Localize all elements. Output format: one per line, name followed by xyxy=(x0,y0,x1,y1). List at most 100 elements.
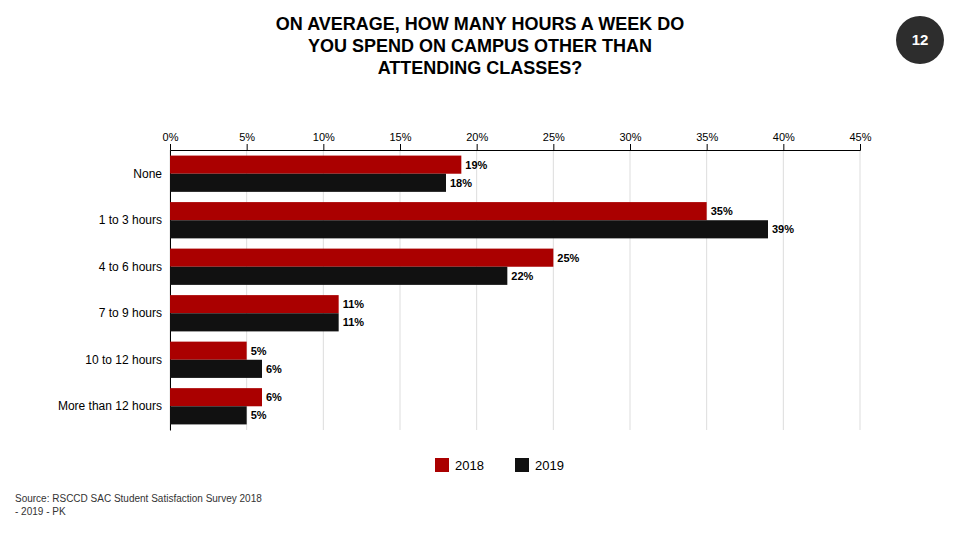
data-label: 39% xyxy=(772,223,794,235)
source-line: - 2019 - PK xyxy=(15,506,66,517)
x-tick: 20% xyxy=(466,131,488,150)
x-tick-label: 45% xyxy=(849,131,871,143)
bar xyxy=(170,267,507,285)
grid-line xyxy=(246,150,247,430)
x-tick-label: 25% xyxy=(543,131,565,143)
x-tick-mark xyxy=(630,144,631,150)
data-labels: 19% 35% 25% 11% 5% 6% 18% 39% 22% 11% 6% 5% xyxy=(251,159,795,422)
y-tick: More than 12 hours xyxy=(58,399,162,413)
x-tick: 25% xyxy=(543,131,565,150)
source-line: Source: RSCCD SAC Student Satisfaction S… xyxy=(15,493,262,504)
x-tick-mark xyxy=(707,144,708,150)
plot: 0% 5% 10% 15% 20% 25% 30% 35% 40% 45% None 1 to 3 h… xyxy=(58,131,872,431)
x-tick-label: 20% xyxy=(466,131,488,143)
legend-swatch xyxy=(435,458,449,472)
x-tick: 45% xyxy=(849,131,871,150)
chart: ON AVERAGE, HOW MANY HOURS A WEEK DOYOU … xyxy=(0,0,960,540)
x-tick: 35% xyxy=(696,131,718,150)
bar xyxy=(170,220,768,238)
legend-label: 2018 xyxy=(455,458,484,473)
bar xyxy=(170,174,446,192)
grid-line xyxy=(323,150,324,430)
legend-swatch xyxy=(515,458,529,472)
x-tick: 10% xyxy=(313,131,335,150)
y-tick: 1 to 3 hours xyxy=(99,213,162,227)
title-line: ON AVERAGE, HOW MANY HOURS A WEEK DO xyxy=(276,14,684,34)
y-tick-label: More than 12 hours xyxy=(58,399,162,413)
data-label: 5% xyxy=(251,345,267,357)
bar xyxy=(170,360,262,378)
legend: 2018 2019 xyxy=(435,458,564,473)
data-label: 6% xyxy=(266,363,282,375)
data-label: 35% xyxy=(711,205,733,217)
series xyxy=(170,156,707,407)
bar xyxy=(170,202,707,220)
bars xyxy=(170,156,768,425)
x-tick-label: 15% xyxy=(389,131,411,143)
y-tick-label: 10 to 12 hours xyxy=(85,353,162,367)
data-label: 18% xyxy=(450,177,472,189)
title-line: ATTENDING CLASSES? xyxy=(378,58,583,78)
x-tick-label: 40% xyxy=(773,131,795,143)
data-label: 5% xyxy=(251,409,267,421)
y-tick-label: 7 to 9 hours xyxy=(99,306,162,320)
y-tick: 4 to 6 hours xyxy=(99,260,162,274)
data-label: 22% xyxy=(511,270,533,282)
x-tick-mark xyxy=(783,144,784,150)
source-note: Source: RSCCD SAC Student Satisfaction S… xyxy=(15,493,262,517)
page-badge-circle xyxy=(896,16,944,64)
x-tick-label: 0% xyxy=(163,131,179,143)
page-number: 12 xyxy=(912,31,929,48)
x-tick: 0% xyxy=(163,131,179,150)
legend-label: 2019 xyxy=(535,458,564,473)
series xyxy=(170,174,768,425)
x-tick-label: 10% xyxy=(313,131,335,143)
data-label: 19% xyxy=(465,159,487,171)
grid-line xyxy=(783,150,784,430)
x-tick-label: 30% xyxy=(619,131,641,143)
legend-item: 2019 xyxy=(515,458,564,473)
bar xyxy=(170,156,461,174)
x-tick-mark xyxy=(400,144,401,150)
x-tick-mark xyxy=(553,144,554,150)
title-line: YOU SPEND ON CAMPUS OTHER THAN xyxy=(308,36,652,56)
bar xyxy=(170,342,247,360)
y-tick-label: 1 to 3 hours xyxy=(99,213,162,227)
x-tick: 30% xyxy=(619,131,641,150)
grid-line xyxy=(553,150,554,430)
x-tick-label: 5% xyxy=(239,131,255,143)
x-tick-mark xyxy=(860,144,861,150)
grid-line xyxy=(400,150,401,430)
page-badge: 12 xyxy=(896,16,944,64)
x-tick-mark xyxy=(477,144,478,150)
bar xyxy=(170,295,339,313)
grid-line xyxy=(860,150,861,430)
x-tick: 5% xyxy=(239,131,255,150)
bar xyxy=(170,313,339,331)
y-tick-label: None xyxy=(133,167,162,181)
grid-line xyxy=(476,150,477,430)
y-tick: None xyxy=(133,167,162,181)
x-tick-label: 35% xyxy=(696,131,718,143)
y-tick: 10 to 12 hours xyxy=(85,353,162,367)
data-label: 25% xyxy=(557,252,579,264)
x-tick: 40% xyxy=(773,131,795,150)
x-tick-mark xyxy=(170,144,171,150)
x-tick-mark xyxy=(323,144,324,150)
bar xyxy=(170,249,553,267)
bar xyxy=(170,406,247,424)
x-axis: 0% 5% 10% 15% 20% 25% 30% 35% 40% 45% xyxy=(163,131,872,151)
legend-item: 2018 xyxy=(435,458,484,473)
data-label: 11% xyxy=(343,298,365,310)
data-label: 11% xyxy=(343,316,365,328)
y-tick: 7 to 9 hours xyxy=(99,306,162,320)
bar xyxy=(170,388,262,406)
y-tick-label: 4 to 6 hours xyxy=(99,260,162,274)
axis-line xyxy=(171,144,861,151)
grid-line xyxy=(630,150,631,430)
grid-line xyxy=(706,150,707,430)
data-label: 6% xyxy=(266,391,282,403)
x-tick-mark xyxy=(247,144,248,150)
title: ON AVERAGE, HOW MANY HOURS A WEEK DOYOU … xyxy=(276,14,684,78)
x-tick: 15% xyxy=(389,131,411,150)
